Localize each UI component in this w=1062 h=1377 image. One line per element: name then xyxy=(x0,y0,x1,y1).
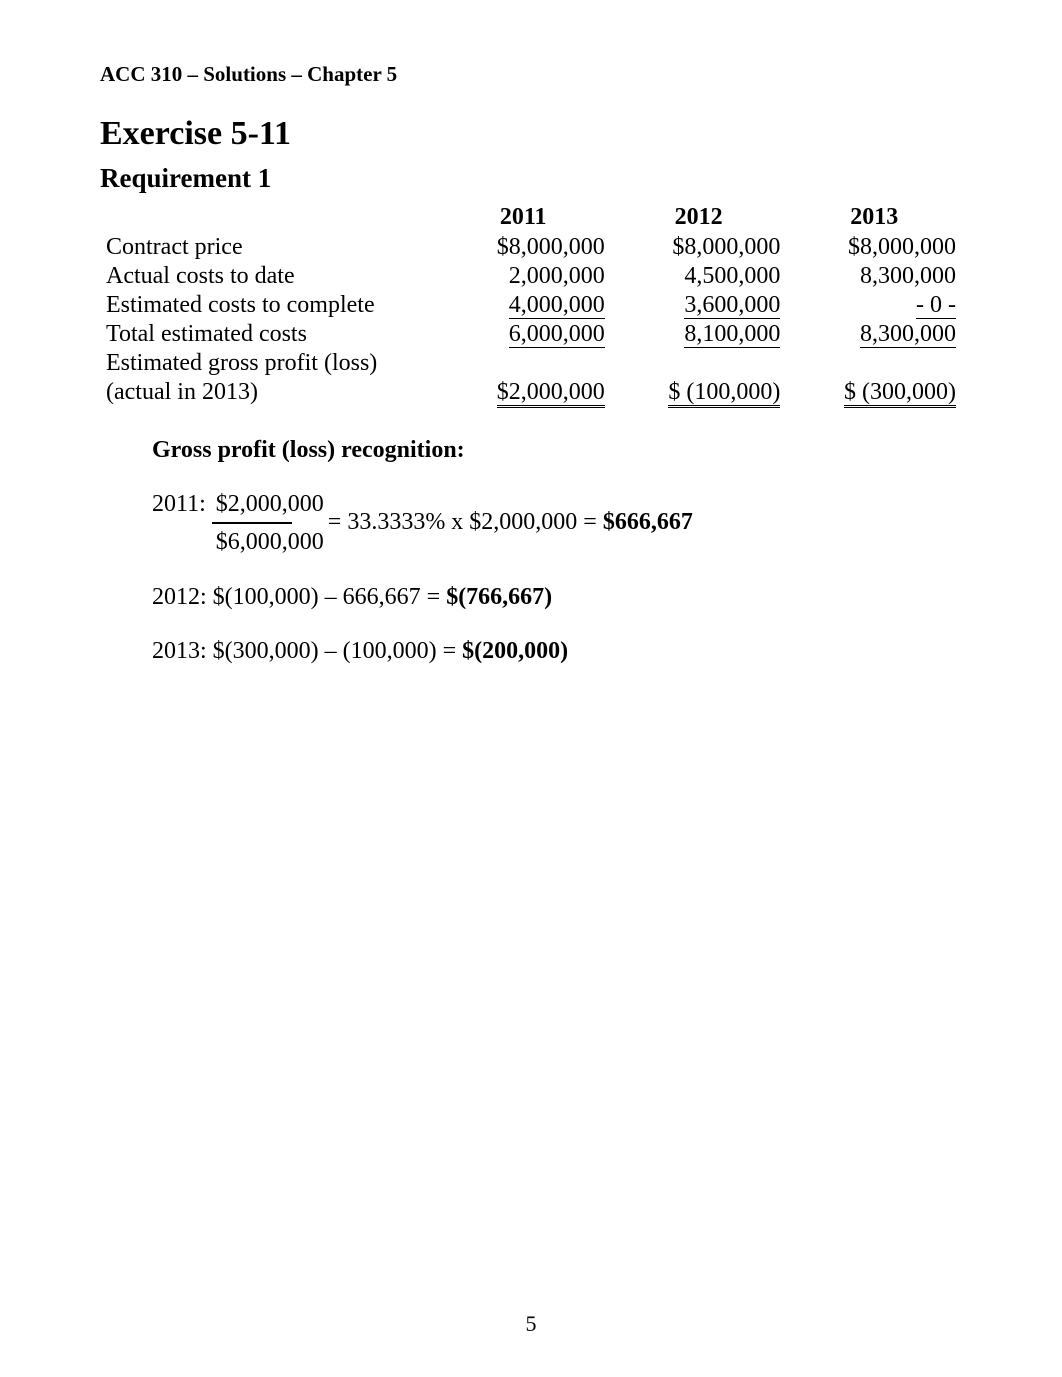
calc-text: 2012: $(100,000) – 666,667 = xyxy=(152,584,446,610)
row-value: $8,000,000 xyxy=(436,233,611,262)
fraction-bar xyxy=(212,522,292,524)
row-value: 6,000,000 xyxy=(509,321,605,348)
requirement-title: Requirement 1 xyxy=(100,163,962,194)
year-header: 2011 xyxy=(436,202,611,233)
row-value: $ (100,000) xyxy=(668,379,780,408)
table-row: Estimated gross profit (loss) xyxy=(100,349,962,378)
table-header-row: 2011 2012 2013 xyxy=(100,202,962,233)
fraction-denominator: $6,000,000 xyxy=(212,526,328,558)
row-label: Total estimated costs xyxy=(100,320,436,349)
page-number: 5 xyxy=(0,1311,1062,1337)
row-value: 4,000,000 xyxy=(509,292,605,319)
row-value: - 0 - xyxy=(916,292,956,319)
row-value: 8,300,000 xyxy=(860,321,956,348)
year-header: 2013 xyxy=(786,202,962,233)
calc-result: $666,667 xyxy=(603,509,693,535)
row-value: $8,000,000 xyxy=(611,233,787,262)
calc-text: 2013: $(300,000) – (100,000) = xyxy=(152,638,462,664)
row-label: Actual costs to date xyxy=(100,262,436,291)
row-value: 2,000,000 xyxy=(436,262,611,291)
calc-2011: 2011: $2,000,000 $6,000,000 = 33.3333% x… xyxy=(100,488,962,559)
exercise-title: Exercise 5-11 xyxy=(100,115,962,153)
fraction-numerator: $2,000,000 xyxy=(212,488,328,520)
row-value: 8,100,000 xyxy=(684,321,780,348)
table-row: Estimated costs to complete 4,000,000 3,… xyxy=(100,291,962,320)
fraction: $2,000,000 $6,000,000 xyxy=(212,488,328,559)
row-label: Estimated gross profit (loss) xyxy=(100,349,436,378)
row-value: 3,600,000 xyxy=(684,292,780,319)
row-value: $8,000,000 xyxy=(786,233,962,262)
row-label: (actual in 2013) xyxy=(100,378,436,407)
calc-result: $(766,667) xyxy=(446,584,552,610)
row-value xyxy=(611,349,787,378)
page-header: ACC 310 – Solutions – Chapter 5 xyxy=(100,62,962,87)
row-label: Contract price xyxy=(100,233,436,262)
row-value: $ (300,000) xyxy=(844,379,956,408)
table-header-blank xyxy=(100,202,436,233)
gross-profit-heading: Gross profit (loss) recognition: xyxy=(100,437,962,464)
table-row: (actual in 2013) $2,000,000 $ (100,000) … xyxy=(100,378,962,407)
row-value: 8,300,000 xyxy=(786,262,962,291)
financial-table: 2011 2012 2013 Contract price $8,000,000… xyxy=(100,202,962,407)
row-value: $2,000,000 xyxy=(497,379,605,408)
calc-2013: 2013: $(300,000) – (100,000) = $(200,000… xyxy=(100,635,962,667)
calc-2012: 2012: $(100,000) – 666,667 = $(766,667) xyxy=(100,581,962,613)
row-value xyxy=(436,349,611,378)
row-label: Estimated costs to complete xyxy=(100,291,436,320)
table-row: Actual costs to date 2,000,000 4,500,000… xyxy=(100,262,962,291)
year-header: 2012 xyxy=(611,202,787,233)
row-value: 4,500,000 xyxy=(611,262,787,291)
calc-equals: = 33.3333% x $2,000,000 = xyxy=(328,509,603,535)
calc-prefix: 2011: xyxy=(152,488,206,520)
row-value xyxy=(786,349,962,378)
table-row: Contract price $8,000,000 $8,000,000 $8,… xyxy=(100,233,962,262)
table-row: Total estimated costs 6,000,000 8,100,00… xyxy=(100,320,962,349)
calc-result: $(200,000) xyxy=(462,638,568,664)
